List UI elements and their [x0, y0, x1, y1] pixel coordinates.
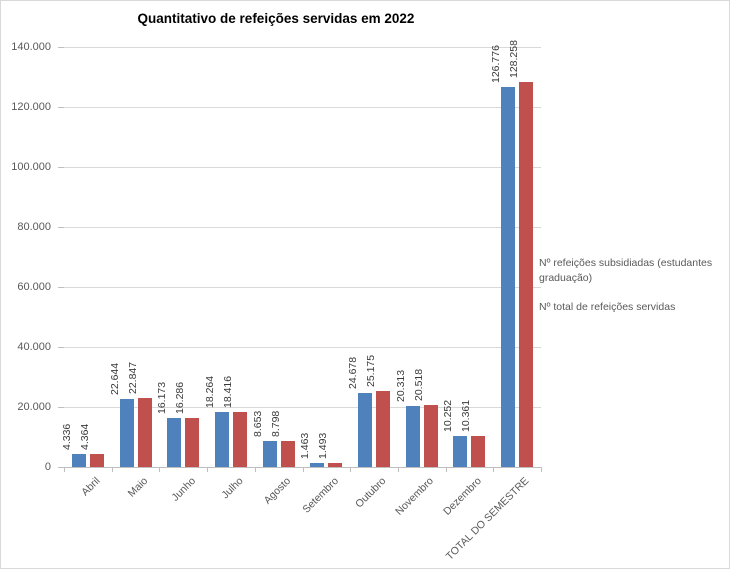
- y-tick-label: 60.000: [17, 281, 51, 293]
- y-axis-tick: [58, 347, 64, 348]
- bar-total: [471, 436, 486, 467]
- bar-subsidized: [119, 399, 134, 467]
- value-label: 10.252: [442, 399, 455, 432]
- value-label: 4.336: [60, 423, 73, 450]
- value-label: 18.416: [221, 375, 234, 408]
- value-label: 4.364: [78, 423, 91, 450]
- x-tick-label: Novembro: [393, 475, 437, 518]
- value-label: 20.518: [412, 368, 425, 401]
- value-label: 8.653: [251, 410, 264, 437]
- gridline: [64, 347, 541, 348]
- value-label: 24.678: [347, 356, 360, 389]
- x-tick-label: Junho: [169, 475, 198, 504]
- bar-total: [280, 441, 295, 467]
- legend-label: Nº total de refeições servidas: [539, 301, 676, 313]
- value-label: 128.258: [508, 40, 521, 78]
- y-axis-tick: [58, 107, 64, 108]
- legend-entry-total: Nº total de refeições servidas: [525, 300, 725, 315]
- value-label: 25.175: [365, 354, 378, 387]
- x-tick-label: Setembro: [300, 475, 341, 516]
- value-label: 8.798: [269, 410, 282, 437]
- x-tick-label: Outubro: [353, 475, 389, 511]
- legend-entry-subsidized: Nº refeições subsidiadas (estudantes gra…: [525, 256, 725, 286]
- x-tick-label: TOTAL DO SEMESTRE: [444, 475, 532, 563]
- y-tick-label: 120.000: [11, 101, 51, 113]
- bar-total: [328, 463, 343, 467]
- bar-subsidized: [71, 454, 86, 467]
- gridline: [64, 107, 541, 108]
- gridline: [64, 227, 541, 228]
- y-tick-label: 140.000: [11, 41, 51, 53]
- value-label: 1.493: [317, 432, 330, 459]
- bar-subsidized: [405, 406, 420, 467]
- x-tick-label: Agosto: [261, 475, 294, 507]
- value-label: 20.313: [394, 369, 407, 402]
- bar-subsidized: [167, 418, 182, 467]
- legend: Nº refeições subsidiadas (estudantes gra…: [525, 256, 725, 315]
- y-axis-tick: [58, 407, 64, 408]
- bar-total: [423, 405, 438, 467]
- x-axis-tick: [254, 467, 256, 472]
- bar-subsidized: [453, 436, 468, 467]
- y-axis-tick: [58, 47, 64, 48]
- value-label: 16.286: [174, 381, 187, 414]
- x-axis-tick: [493, 467, 495, 472]
- bar-subsidized: [214, 412, 229, 467]
- y-tick-label: 40.000: [17, 341, 51, 353]
- gridline: [64, 407, 541, 408]
- x-tick-label: Abril: [78, 475, 103, 499]
- bar-total: [185, 418, 200, 467]
- legend-label: Nº refeições subsidiadas (estudantes gra…: [539, 257, 713, 284]
- x-axis-tick: [397, 467, 399, 472]
- bar-total: [89, 454, 104, 467]
- value-label: 1.463: [299, 432, 312, 459]
- x-tick-label: Julho: [219, 475, 246, 502]
- value-label: 10.361: [460, 399, 473, 432]
- y-tick-label: 100.000: [11, 161, 51, 173]
- x-axis-tick: [64, 467, 65, 472]
- x-axis-tick: [207, 467, 209, 472]
- bar-total: [519, 82, 534, 467]
- x-axis-tick: [445, 467, 447, 472]
- value-label: 22.847: [126, 361, 139, 394]
- bar-subsidized: [501, 87, 516, 467]
- x-axis-tick: [159, 467, 161, 472]
- y-tick-label: 0: [44, 461, 51, 473]
- value-label: 16.173: [156, 381, 169, 414]
- gridline: [64, 167, 541, 168]
- y-tick-label: 80.000: [17, 221, 51, 233]
- y-axis-tick: [58, 287, 64, 288]
- bar-subsidized: [358, 393, 373, 467]
- y-axis-tick: [58, 227, 64, 228]
- x-tick-label: Dezembro: [441, 475, 484, 518]
- y-axis-tick: [58, 467, 64, 468]
- x-axis-tick: [111, 467, 113, 472]
- value-label: 22.644: [108, 362, 121, 395]
- x-axis-tick: [541, 467, 542, 472]
- bar-total: [376, 391, 391, 467]
- bar-total: [232, 412, 247, 467]
- bar-total: [137, 398, 152, 467]
- bar-subsidized: [262, 441, 277, 467]
- gridline: [64, 287, 541, 288]
- value-label: 126.776: [490, 45, 503, 83]
- x-axis-tick: [350, 467, 352, 472]
- x-axis-tick: [302, 467, 304, 472]
- y-tick-label: 20.000: [17, 401, 51, 413]
- bar-subsidized: [310, 463, 325, 467]
- value-label: 18.264: [203, 375, 216, 408]
- y-axis-tick: [58, 167, 64, 168]
- x-tick-label: Maio: [125, 475, 151, 500]
- chart-title: Quantitativo de refeições servidas em 20…: [137, 11, 415, 26]
- gridline: [64, 47, 541, 48]
